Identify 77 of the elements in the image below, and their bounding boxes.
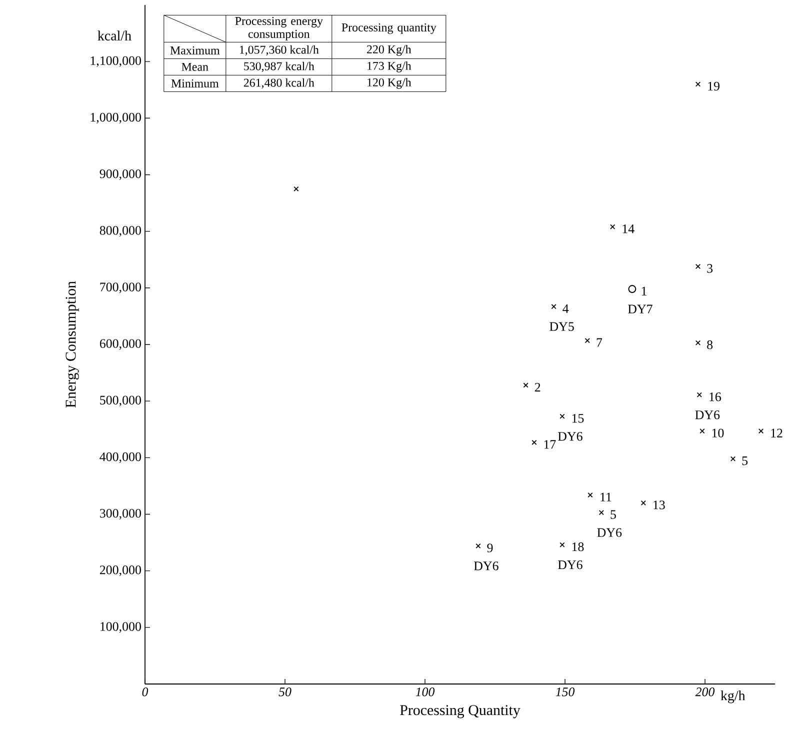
annotation: 530,987 kcal/h bbox=[244, 62, 314, 72]
y-tick-label: 600,000 bbox=[100, 339, 141, 350]
annotation: 120 Kg/h bbox=[368, 78, 412, 89]
point bbox=[476, 543, 481, 548]
annotation: 220 Kg/h bbox=[367, 44, 412, 56]
point bbox=[551, 304, 556, 310]
annotation: Mean bbox=[182, 62, 208, 71]
annotation: Maximum bbox=[170, 46, 220, 54]
point bbox=[584, 338, 590, 344]
annotation: DY6 bbox=[597, 528, 622, 537]
y-tick-label: 1,000,000 bbox=[90, 112, 141, 124]
point bbox=[700, 428, 705, 434]
annotation: 7 bbox=[596, 338, 602, 347]
annotation: 16 bbox=[710, 392, 721, 402]
point bbox=[730, 456, 736, 462]
x-axis-title: Processing Quantity bbox=[400, 705, 520, 718]
annotation: 15 bbox=[572, 414, 584, 423]
annotation: 8 bbox=[707, 340, 713, 350]
annotation: DY7 bbox=[628, 304, 652, 314]
y-axis-title: Energy Consumption bbox=[66, 281, 79, 408]
annotation: 9 bbox=[487, 544, 493, 552]
annotation: 17 bbox=[544, 440, 556, 449]
annotation: 18 bbox=[572, 542, 584, 552]
annotation: 14 bbox=[622, 224, 634, 234]
point bbox=[640, 500, 646, 506]
annotation: 4 bbox=[562, 304, 569, 313]
point bbox=[695, 340, 701, 346]
annotation: 5 bbox=[742, 456, 748, 466]
annotation: 2 bbox=[534, 382, 540, 392]
annotation: DY6 bbox=[474, 562, 498, 570]
annotation: 11 bbox=[600, 492, 612, 502]
point bbox=[628, 285, 636, 294]
annotation: Processing energy consumption bbox=[235, 16, 323, 40]
point bbox=[523, 382, 528, 388]
point bbox=[758, 428, 764, 434]
x-tick-label: 200 bbox=[695, 688, 715, 696]
annotation: 13 bbox=[654, 500, 665, 510]
annotation: 3 bbox=[707, 264, 713, 273]
annotation: 1 bbox=[642, 286, 646, 296]
y-tick-label: 500,000 bbox=[100, 396, 141, 406]
annotation: DY6 bbox=[558, 432, 582, 441]
y-tick-label: 200,000 bbox=[100, 566, 141, 576]
point bbox=[560, 414, 565, 419]
y-tick-label: 1,100,000 bbox=[90, 56, 141, 67]
point bbox=[294, 186, 299, 192]
text: kg/h bbox=[720, 690, 746, 704]
annotation: 12 bbox=[771, 428, 782, 438]
annotation: DY5 bbox=[550, 322, 574, 331]
y-tick-label: 400,000 bbox=[100, 452, 141, 463]
x-tick-label: 0 bbox=[142, 688, 148, 696]
x-tick-label: 100 bbox=[416, 688, 435, 696]
point bbox=[532, 440, 537, 445]
annotation: 19 bbox=[708, 82, 720, 91]
point bbox=[610, 224, 616, 230]
x-tick-label: 150 bbox=[556, 688, 575, 696]
annotation: 1,057,360 kcal/h bbox=[240, 45, 319, 56]
text: kcal/h bbox=[98, 30, 132, 40]
point bbox=[560, 542, 565, 548]
point bbox=[695, 82, 701, 87]
annotation: Processing quantity bbox=[342, 23, 436, 34]
y-tick-label: 300,000 bbox=[100, 508, 141, 520]
annotation: 10 bbox=[712, 428, 724, 438]
y-tick-label: 700,000 bbox=[100, 282, 141, 294]
point bbox=[588, 492, 593, 498]
point bbox=[598, 510, 604, 516]
y-tick-label: 100,000 bbox=[100, 622, 141, 633]
annotation: 5 bbox=[610, 510, 616, 519]
point bbox=[695, 264, 701, 269]
annotation: Minimum bbox=[171, 79, 219, 88]
annotation: 173 Kg/h bbox=[368, 61, 412, 72]
x-tick-label: 50 bbox=[278, 688, 292, 696]
annotation: 261,480 kcal/h bbox=[244, 78, 314, 88]
annotation: DY6 bbox=[695, 410, 720, 420]
annotation: DY6 bbox=[558, 560, 582, 570]
y-tick-label: 800,000 bbox=[100, 226, 141, 237]
y-tick-label: 900,000 bbox=[100, 169, 141, 180]
point bbox=[696, 392, 702, 398]
